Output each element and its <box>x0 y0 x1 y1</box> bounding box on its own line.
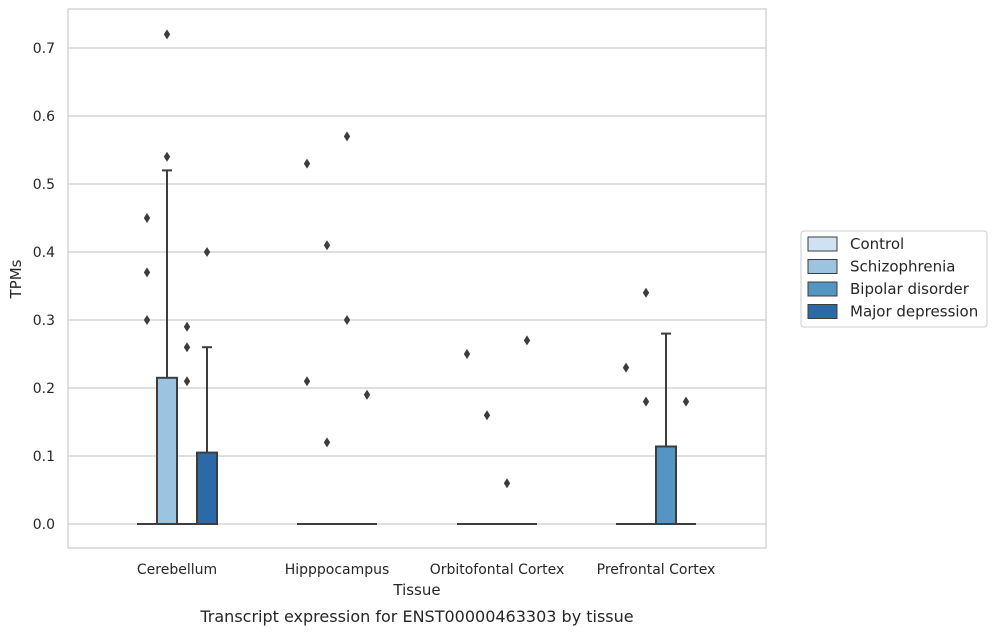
x-tick-label: Cerebellum <box>137 562 217 578</box>
legend-swatch <box>807 304 838 319</box>
legend: Control Schizophrenia Bipolar disorder Majo… <box>800 230 988 328</box>
x-tick-labels: Cerebellum Hipppocampus Orbitofontal Corte… <box>137 562 715 578</box>
chart-caption: Transcript expression for ENST0000046330… <box>199 607 633 626</box>
outlier-point <box>143 213 151 223</box>
x-tick-label: Orbitofontal Cortex <box>430 562 565 578</box>
legend-swatch <box>807 281 838 297</box>
box-bipolar-disorder <box>655 332 677 526</box>
outlier-point <box>523 335 531 346</box>
y-tick-label: 0.2 <box>33 381 55 397</box>
y-tick-label: 0.4 <box>33 245 55 261</box>
legend-swatch <box>807 236 838 252</box>
outlier-point <box>622 362 630 373</box>
outlier-point <box>343 131 351 142</box>
outliers <box>143 29 690 489</box>
x-tick-label: Hipppocampus <box>285 562 390 578</box>
y-axis-title: TPMs <box>7 259 25 299</box>
outlier-point <box>343 315 351 325</box>
outlier-point <box>143 267 151 278</box>
box-body <box>196 451 218 526</box>
outlier-point <box>642 396 650 407</box>
box-body <box>156 376 178 525</box>
legend-label: Major depression <box>850 303 978 321</box>
box-schizophrenia <box>156 169 178 525</box>
outlier-point <box>463 349 471 359</box>
outlier-point <box>642 287 650 298</box>
legend-label: Schizophrenia <box>850 258 955 276</box>
outlier-point <box>303 376 311 387</box>
outlier-point <box>183 376 191 387</box>
outlier-point <box>323 240 331 251</box>
y-tick-label: 0.5 <box>33 177 55 193</box>
legend-label: Bipolar disorder <box>850 280 970 298</box>
y-tick-label: 0.7 <box>33 41 55 57</box>
plot-frame <box>67 8 767 549</box>
outlier-point <box>303 158 311 169</box>
boxes <box>137 169 696 526</box>
outlier-point <box>163 151 171 162</box>
outlier-point <box>183 321 191 332</box>
y-tick-label: 0.3 <box>33 313 55 329</box>
outlier-point <box>503 478 511 489</box>
legend-swatch <box>807 259 838 274</box>
legend-frame <box>800 230 988 328</box>
outlier-point <box>143 315 151 325</box>
box-major-depression <box>196 346 218 526</box>
y-tick-label: 0.0 <box>33 517 55 533</box>
outlier-point <box>682 396 690 407</box>
outlier-point <box>183 342 191 353</box>
outlier-point <box>163 29 171 40</box>
y-tick-labels: 0.0 0.1 0.2 0.3 0.4 0.5 0.6 0.7 <box>33 41 55 533</box>
outlier-point <box>483 410 491 421</box>
legend-label: Control <box>850 235 904 253</box>
x-tick-label: Prefrontal Cortex <box>597 562 716 578</box>
x-axis-title: Tissue <box>392 581 440 599</box>
box-body <box>655 445 677 526</box>
outlier-point <box>203 247 211 257</box>
outlier-point <box>363 389 371 400</box>
y-tick-label: 0.1 <box>33 449 55 465</box>
grid-lines <box>68 47 766 525</box>
y-tick-label: 0.6 <box>33 109 55 125</box>
outlier-point <box>323 437 331 448</box>
